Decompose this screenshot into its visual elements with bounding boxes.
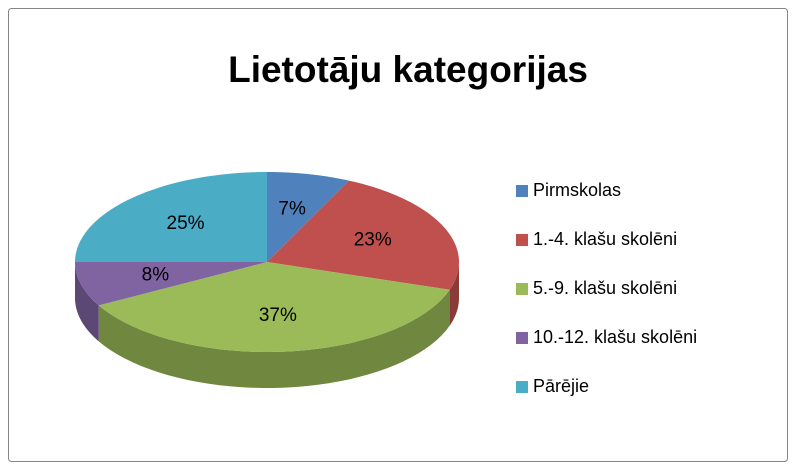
data-label: 37% <box>259 305 297 326</box>
legend-swatch <box>516 185 528 197</box>
slice <box>98 262 450 352</box>
legend-label: Pirmskolas <box>533 180 621 200</box>
slice-side <box>75 262 99 342</box>
slice-side <box>98 289 450 388</box>
data-label: 7% <box>278 198 306 219</box>
slice-side <box>449 262 459 326</box>
legend-label: Pārējie <box>533 376 589 396</box>
data-label: 25% <box>167 213 205 234</box>
data-label: 8% <box>142 264 170 285</box>
slice <box>75 262 267 306</box>
legend-swatch <box>516 234 528 246</box>
legend-label: 5.-9. klašu skolēni <box>533 278 677 298</box>
slice <box>75 172 267 262</box>
legend-label: 1.-4. klašu skolēni <box>533 229 677 249</box>
data-label: 23% <box>354 230 392 251</box>
legend-swatch <box>516 283 528 295</box>
legend-swatch <box>516 381 528 393</box>
legend-label: 10.-12. klašu skolēni <box>533 327 697 347</box>
legend-swatch <box>516 332 528 344</box>
slice <box>267 180 459 290</box>
slice <box>267 172 349 262</box>
chart-title: Lietotāju kategorijas <box>228 49 588 90</box>
